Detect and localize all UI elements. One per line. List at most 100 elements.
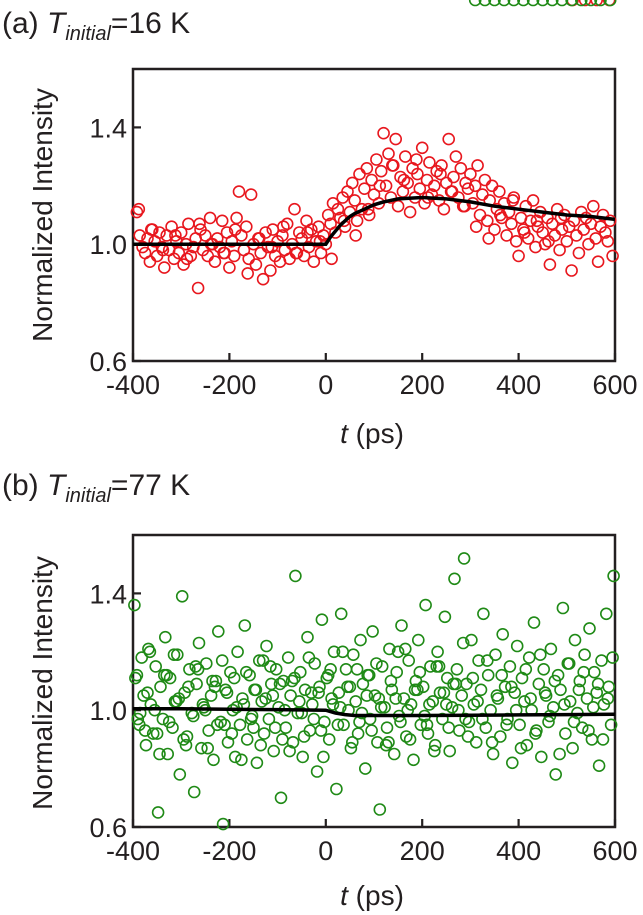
panel-b-y-tick-label-0: 0.6 — [89, 813, 127, 843]
panel-b-point — [533, 648, 547, 662]
panel-b-point — [505, 756, 519, 770]
panel-b-point — [599, 607, 613, 621]
panel-b-point — [380, 721, 394, 735]
panel-a-point — [397, 173, 411, 187]
panel-b-point — [437, 686, 451, 700]
panel-b-point — [167, 648, 181, 662]
panel-b-point — [456, 636, 470, 650]
panel-a-point — [349, 229, 363, 242]
panel-b-point — [231, 645, 244, 659]
panel-a-x-axis-label: t (ps) — [340, 418, 404, 449]
panel-a-point — [362, 208, 376, 222]
panel-a-point — [427, 179, 441, 193]
panel-a-title-subscript: initial — [65, 23, 111, 45]
panel-b-point — [225, 727, 239, 740]
panel-a-point — [530, 214, 544, 228]
panel-a-point — [570, 229, 583, 242]
panel-b-point — [260, 639, 273, 653]
panel-b-point — [467, 698, 481, 711]
panel-a-point — [555, 223, 569, 236]
panel-a-point — [145, 223, 158, 236]
panel-b-point — [192, 636, 206, 650]
panel-b-point — [584, 0, 598, 7]
panel-a-point — [478, 173, 492, 187]
panel-b-point — [235, 753, 248, 767]
panel-b-point — [343, 680, 357, 694]
panel-a-point — [373, 179, 387, 193]
panel-a-point — [577, 223, 591, 236]
panel-b-point — [546, 700, 560, 714]
panel-b-point — [298, 683, 312, 697]
panel-b-x-tick-label-1: -200 — [202, 836, 256, 866]
panel-a-point — [394, 170, 407, 184]
panel-b-point — [426, 695, 440, 708]
panel-b-point — [568, 633, 582, 647]
panel-b-point — [183, 662, 196, 676]
panel-b-point — [262, 712, 276, 726]
panel-b-point — [345, 735, 359, 749]
panel-a-point — [225, 235, 239, 248]
panel-b-point — [486, 747, 500, 761]
panel-a-point — [469, 220, 483, 233]
panel-b-point — [189, 660, 202, 673]
panel-b-point — [567, 715, 581, 729]
panel-a-point — [365, 173, 378, 187]
panel-b-point — [466, 671, 480, 685]
panel-a-data-points — [130, 0, 619, 295]
panel-a-point — [454, 162, 468, 175]
panel-a-point — [174, 226, 188, 239]
panel-a-x-axis-unit: (ps) — [348, 418, 404, 449]
panel-a-x-tick-label-2: 0 — [318, 370, 333, 400]
panel-a-fit-line — [133, 195, 616, 246]
panel-b-point — [326, 698, 340, 711]
panel-a-point — [280, 217, 294, 231]
panel-a-point — [143, 255, 157, 269]
panel-b-point — [500, 718, 513, 732]
panel-b-point — [514, 741, 528, 755]
panel-a-point — [256, 272, 270, 286]
panel-a-point — [582, 237, 595, 251]
panel-b-point — [257, 727, 271, 740]
panel-b-point — [131, 712, 145, 726]
panel-a-y-tick-label-0: 0.6 — [89, 347, 127, 377]
panel-b-point — [507, 0, 521, 7]
panel-a-point — [350, 214, 364, 228]
panel-b-point — [292, 695, 306, 708]
panel-a-point — [360, 162, 374, 175]
panel-b-point — [304, 686, 318, 700]
panel-b-point — [266, 689, 280, 702]
panel-b-point — [279, 721, 293, 735]
panel-a-point — [601, 235, 615, 248]
panel-b-point — [274, 791, 288, 805]
panel-b-point — [423, 698, 436, 711]
panel-b-point — [595, 654, 608, 667]
panel-b-point — [594, 0, 607, 7]
panel-b-point — [177, 733, 190, 746]
panel-b-point — [498, 680, 512, 694]
panel-b-point — [411, 683, 424, 697]
panel-b-point — [495, 668, 509, 682]
panel-b-point — [208, 680, 222, 694]
panel-a-point — [385, 159, 399, 172]
panel-b-point — [137, 689, 150, 702]
panel-b-point — [227, 671, 241, 685]
panel-b-point — [590, 686, 604, 700]
panel-b-point — [559, 727, 572, 740]
panel-b-point — [331, 718, 345, 732]
panel-b-point — [264, 677, 278, 691]
panel-a-point — [445, 185, 459, 198]
panel-b-point — [520, 738, 534, 752]
panel-b-point — [583, 622, 596, 635]
panel-a-point — [382, 147, 395, 160]
panel-b-point — [375, 660, 389, 673]
panel-b-point — [449, 677, 463, 691]
panel-a-point — [358, 182, 371, 195]
panel-a-point — [374, 164, 388, 178]
panel-b-point — [302, 651, 316, 664]
panel-b-point — [477, 607, 490, 621]
panel-a-point — [249, 258, 263, 271]
panel-b-point — [330, 782, 343, 796]
panel-a-point — [301, 226, 314, 239]
panel-a-point — [464, 167, 477, 181]
panel-a-point — [254, 246, 268, 260]
